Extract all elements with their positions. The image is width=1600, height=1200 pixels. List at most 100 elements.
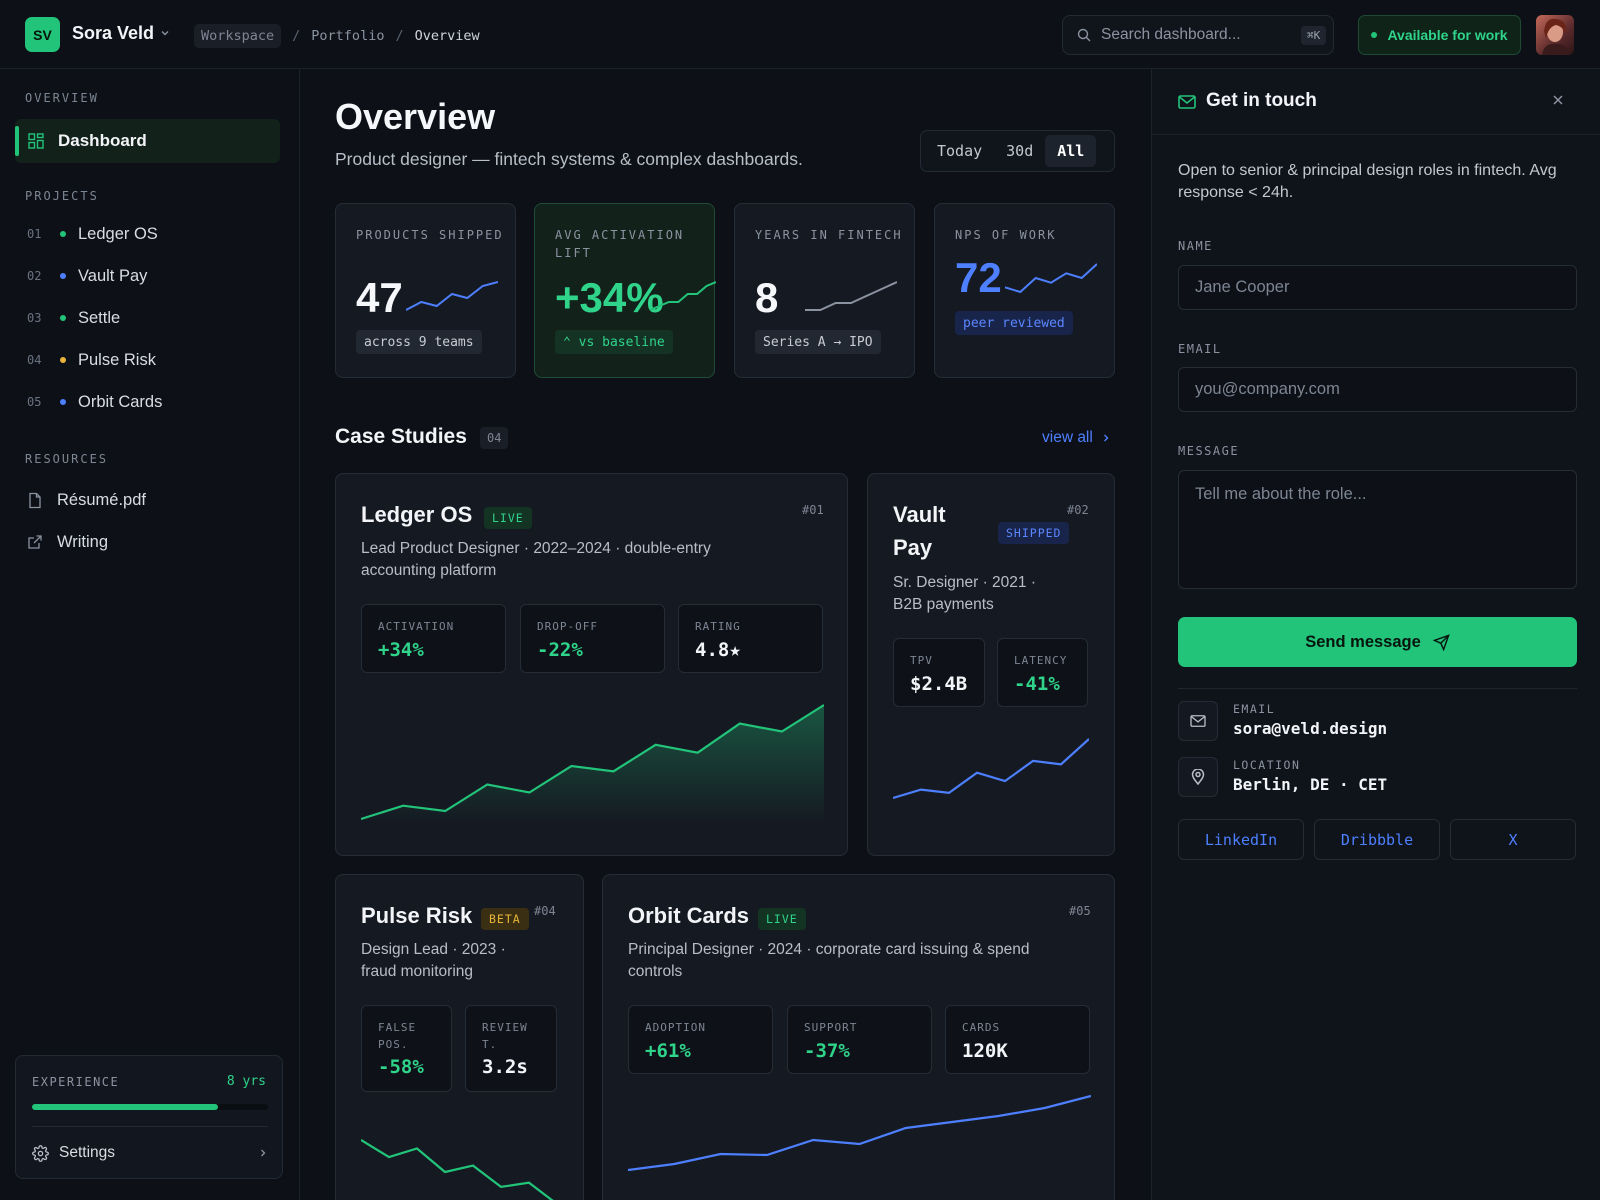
- close-icon[interactable]: [1552, 94, 1564, 106]
- divider: [32, 1126, 268, 1127]
- case-card-vault-pay[interactable]: Vault Pay SHIPPED #02 Sr. Designer · 202…: [867, 473, 1115, 856]
- metric-label: DROP-OFF: [537, 620, 598, 633]
- trend-line: [361, 1139, 554, 1200]
- email-info-value[interactable]: sora@veld.design: [1233, 719, 1388, 738]
- sidebar: OVERVIEW Dashboard PROJECTS 01 Ledger OS…: [0, 69, 300, 1200]
- name-field[interactable]: [1178, 265, 1577, 310]
- sidebar-item-orbit-cards[interactable]: 05 Orbit Cards: [27, 390, 162, 414]
- sidebar-item-resume[interactable]: Résumé.pdf: [27, 488, 146, 512]
- breadcrumb: Workspace / Portfolio / Overview: [194, 24, 480, 48]
- sidebar-item-dashboard[interactable]: Dashboard: [15, 119, 280, 163]
- stat-card-activation: AVG ACTIVATION LIFT +34% ⌃ vs baseline: [534, 203, 716, 378]
- dribbble-button[interactable]: Dribbble: [1314, 819, 1440, 860]
- project-dot-icon: [60, 357, 66, 363]
- sparkline: [406, 281, 498, 311]
- case-card-pulse-risk[interactable]: Pulse Risk BETA #04 Design Lead · 2023 ·…: [335, 874, 584, 1200]
- avatar[interactable]: [1536, 15, 1574, 55]
- send-message-button[interactable]: Send message: [1178, 617, 1577, 667]
- resource-label: Résumé.pdf: [57, 490, 146, 509]
- workspace-name[interactable]: Sora Veld: [72, 23, 155, 43]
- mail-icon: [1190, 714, 1206, 728]
- sparkline-path: [650, 281, 716, 311]
- breadcrumb-separator: /: [395, 28, 404, 44]
- case-title: Orbit Cards: [628, 903, 750, 928]
- metric-label: CARDS: [962, 1021, 1001, 1034]
- project-name: Orbit Cards: [78, 392, 163, 411]
- view-all-link[interactable]: view all: [1042, 429, 1111, 447]
- sidebar-item-writing[interactable]: Writing: [27, 530, 108, 554]
- case-studies-count: 04: [480, 427, 509, 449]
- chevron-right-icon: [1101, 433, 1111, 443]
- project-name: Vault Pay: [78, 266, 148, 285]
- metric-value: -37%: [804, 1040, 850, 1062]
- availability-badge[interactable]: Available for work: [1358, 15, 1521, 55]
- panel-intro: Open to senior & principal design roles …: [1178, 162, 1557, 201]
- case-number: #02: [1067, 503, 1089, 517]
- range-30d[interactable]: 30d: [1006, 142, 1034, 160]
- project-dot-icon: [60, 399, 66, 405]
- metric-value: +61%: [645, 1040, 691, 1062]
- metric-value: $2.4B: [910, 673, 968, 695]
- search-box[interactable]: ⌘K: [1062, 15, 1334, 55]
- metric-label: FALSE POS.: [378, 1021, 417, 1051]
- divider: [1178, 688, 1577, 689]
- case-card-ledger-os[interactable]: Ledger OS LIVE #01 Lead Product Designer…: [335, 473, 848, 856]
- sparkline-path: [406, 281, 498, 311]
- breadcrumb-workspace[interactable]: Workspace: [194, 24, 282, 48]
- sparkline-path: [805, 281, 897, 311]
- metric-label: RATING: [695, 620, 741, 633]
- case-number: #04: [534, 904, 556, 918]
- search-input[interactable]: [1101, 26, 1301, 44]
- breadcrumb-portfolio[interactable]: Portfolio: [311, 28, 385, 44]
- sidebar-item-ledger-os[interactable]: 01 Ledger OS: [27, 222, 158, 246]
- case-title: Pulse Risk: [361, 903, 473, 928]
- stat-card-products: PRODUCTS SHIPPED 47 across 9 teams: [335, 203, 516, 378]
- logo: SV: [25, 17, 60, 52]
- status-badge: BETA: [481, 908, 529, 930]
- project-number: 03: [27, 311, 42, 325]
- case-description: Sr. Designer · 2021 · B2B payments: [893, 574, 1037, 613]
- metric-support: SUPPORT -37%: [787, 1005, 932, 1074]
- resource-label: Writing: [57, 532, 109, 551]
- experience-label: EXPERIENCE: [32, 1075, 120, 1089]
- x-button[interactable]: X: [1450, 819, 1576, 860]
- email-field[interactable]: [1178, 367, 1577, 412]
- chevron-down-icon[interactable]: [160, 28, 170, 38]
- metric-false-positives: FALSE POS. -58%: [361, 1005, 452, 1092]
- metric-label: REVIEW T.: [482, 1021, 528, 1051]
- settings-button[interactable]: Settings: [32, 1141, 268, 1165]
- stat-value: 47: [356, 274, 403, 321]
- case-title: Ledger OS: [361, 502, 473, 527]
- stat-label: AVG ACTIVATION LIFT: [555, 228, 685, 260]
- sidebar-item-pulse-risk[interactable]: 04 Pulse Risk: [27, 348, 156, 372]
- linkedin-button[interactable]: LinkedIn: [1178, 819, 1304, 860]
- experience-card: EXPERIENCE 8 yrs Settings: [15, 1055, 283, 1179]
- name-label: NAME: [1178, 239, 1213, 253]
- metric-activation: ACTIVATION +34%: [361, 604, 506, 673]
- panel-header: Get in touch: [1152, 69, 1600, 135]
- trend-chart: [628, 1094, 1091, 1172]
- metric-value: +34%: [378, 639, 424, 661]
- metric-label: ADOPTION: [645, 1021, 706, 1034]
- metric-dropoff: DROP-OFF -22%: [520, 604, 665, 673]
- stat-chip: ⌃ vs baseline: [555, 330, 673, 354]
- range-all[interactable]: All: [1045, 135, 1097, 167]
- case-card-orbit-cards[interactable]: Orbit Cards LIVE #05 Principal Designer …: [602, 874, 1115, 1200]
- sidebar-item-settle[interactable]: 03 Settle: [27, 306, 120, 330]
- location-icon-box: [1178, 757, 1218, 797]
- case-number: #01: [802, 503, 824, 517]
- status-badge: SHIPPED: [998, 522, 1070, 544]
- range-today[interactable]: Today: [937, 142, 983, 160]
- sidebar-item-vault-pay[interactable]: 02 Vault Pay: [27, 264, 147, 288]
- sparkline: [650, 281, 716, 311]
- stat-value: 72: [955, 254, 1002, 301]
- panel-title: Get in touch: [1206, 90, 1317, 111]
- metric-value: 120K: [962, 1040, 1008, 1062]
- metric-label: TPV: [910, 654, 933, 667]
- contact-panel: Get in touch Open to senior & principal …: [1151, 69, 1600, 1200]
- section-overview: OVERVIEW: [25, 91, 99, 105]
- send-label: Send message: [1305, 632, 1421, 651]
- stat-chip: Series A → IPO: [755, 330, 881, 354]
- stat-label: NPS OF WORK: [955, 228, 1057, 242]
- message-field[interactable]: [1178, 470, 1577, 589]
